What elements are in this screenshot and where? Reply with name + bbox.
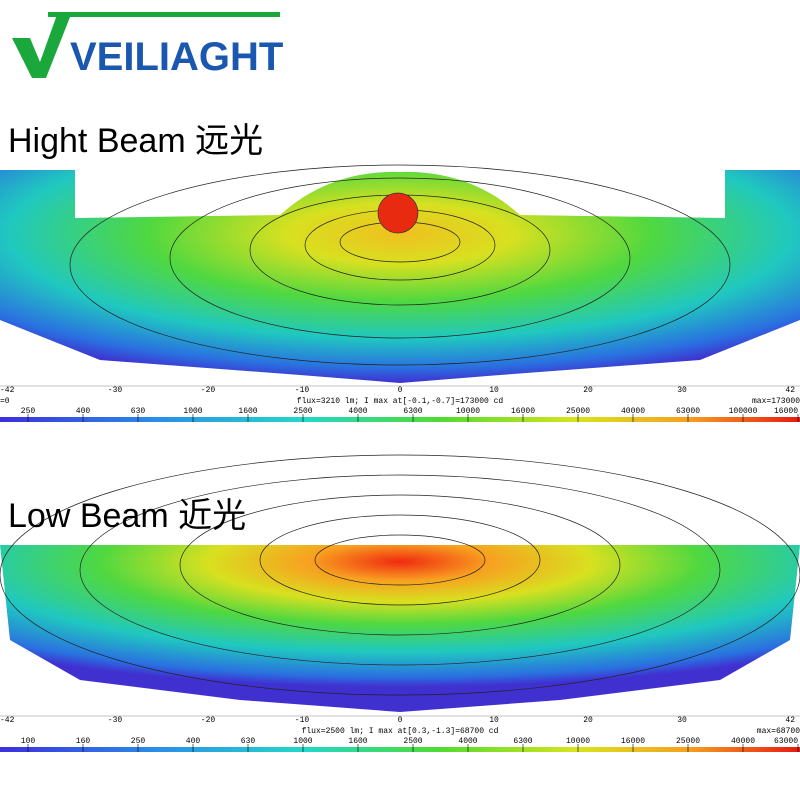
x-tick-label: 20 [583, 386, 593, 395]
scale-label: 1000 [293, 737, 312, 746]
x-tick-label: 30 [677, 386, 687, 395]
x-tick-label: 10 [489, 716, 499, 725]
scale-label: 630 [131, 407, 146, 416]
scale-label: 25000 [566, 407, 590, 416]
scale-label: 1600 [348, 737, 367, 746]
scale-label: 10000 [456, 407, 480, 416]
x-tick-label: 0 [398, 716, 403, 725]
x-tick-label: -42 [0, 716, 15, 725]
scale-label: 16000 [774, 407, 798, 416]
section-title: Hight Beam 远光 [8, 122, 263, 160]
flux-info: flux=2500 lm; I max at[0.3,-1.3]=68700 c… [302, 727, 499, 736]
scale-label: 630 [241, 737, 256, 746]
scale-label: 40000 [731, 737, 755, 746]
max-info: max=68700 [757, 727, 800, 736]
x-tick-label: -20 [201, 386, 216, 395]
scale-label: 100 [21, 737, 36, 746]
scale-label: 4000 [348, 407, 367, 416]
x-tick-label: -10 [295, 386, 310, 395]
logo-bar [48, 12, 280, 17]
x-tick-label: 10 [489, 386, 499, 395]
scale-label: 100000 [729, 407, 758, 416]
x-tick-label: -10 [295, 716, 310, 725]
color-scale [0, 417, 800, 422]
scale-label: 16000 [621, 737, 645, 746]
x-tick-label: -20 [201, 716, 216, 725]
scale-label: 6300 [513, 737, 532, 746]
flux-info: flux=3210 lm; I max at[-0.1,-0.7]=173000… [297, 397, 504, 406]
x-tick-label: 42 [785, 716, 795, 725]
scale-label: 250 [21, 407, 36, 416]
scale-label: 40000 [621, 407, 645, 416]
scale-label: 63000 [774, 737, 798, 746]
x-tick-label: 20 [583, 716, 593, 725]
x-tick-label: 42 [785, 386, 795, 395]
scale-label: 6300 [403, 407, 422, 416]
scale-label: 2500 [403, 737, 422, 746]
scale-label: 10000 [566, 737, 590, 746]
high-beam-pattern [0, 164, 800, 383]
section-title: Low Beam 近光 [8, 497, 246, 535]
scale-label: 16000 [511, 407, 535, 416]
origin-label: =0 [0, 397, 10, 406]
scale-label: 1600 [238, 407, 257, 416]
x-tick-label: -30 [108, 386, 123, 395]
scale-label: 63000 [676, 407, 700, 416]
low-beam-pattern [0, 454, 800, 712]
x-tick-label: 30 [677, 716, 687, 725]
scale-label: 160 [76, 737, 91, 746]
max-info: max=173000 [752, 397, 800, 406]
scale-label: 2500 [293, 407, 312, 416]
logo-text: VEILIAGHT [70, 35, 283, 79]
scale-label: 400 [186, 737, 201, 746]
x-tick-label: 0 [398, 386, 403, 395]
scale-label: 250 [131, 737, 146, 746]
scale-label: 400 [76, 407, 91, 416]
scale-label: 1000 [183, 407, 202, 416]
scale-label: 25000 [676, 737, 700, 746]
color-scale [0, 747, 800, 752]
x-tick-label: -42 [0, 386, 15, 395]
scale-label: 4000 [458, 737, 477, 746]
x-tick-label: -30 [108, 716, 123, 725]
logo-mark [12, 12, 72, 78]
